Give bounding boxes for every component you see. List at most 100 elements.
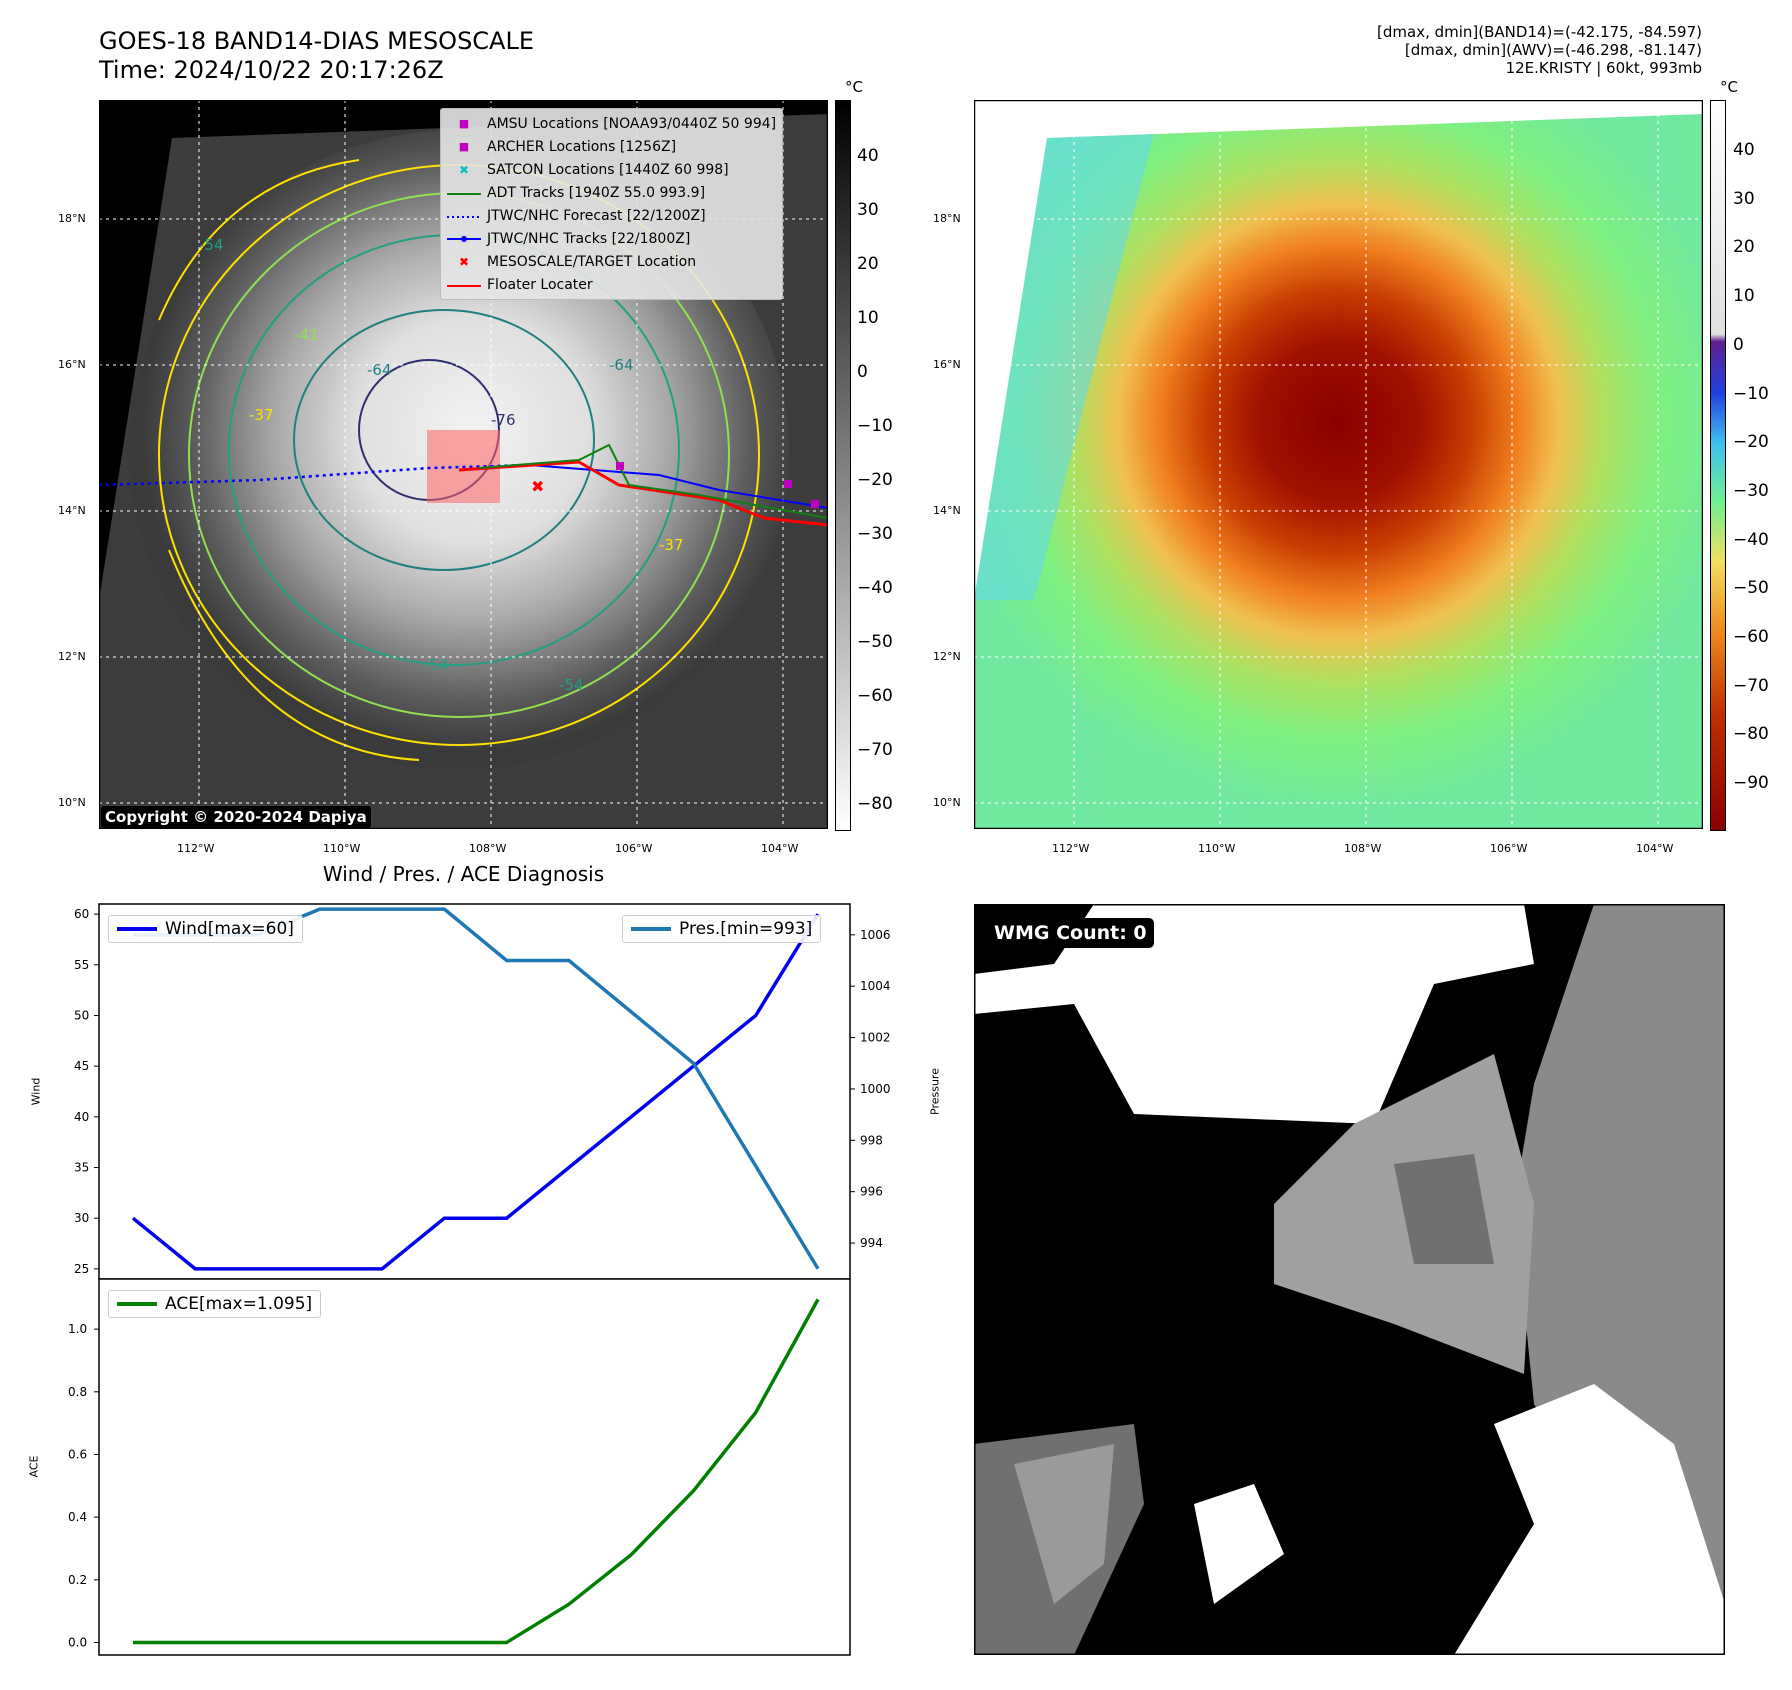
legend-label: JTWC/NHC Tracks [22/1800Z] — [487, 230, 691, 247]
diagnosis-marks: 60 55 50 45 40 35 30 25 1006 1004 1002 1000 998 996 99… — [68, 907, 891, 1649]
gray-colorbar-tick-label: −80 — [857, 794, 893, 814]
lon-label: 108°W — [1344, 842, 1382, 855]
gray-colorbar-tick-label: 10 — [857, 308, 879, 328]
color-colorbar-tick-label: −40 — [1733, 529, 1769, 550]
legend-label: MESOSCALE/TARGET Location — [487, 253, 697, 270]
legend-item-adt: ADT Tracks [1940Z 55.0 993.9] — [447, 181, 776, 204]
wind-y-tick-label: 50 — [74, 1008, 89, 1022]
storm-info: [dmax, dmin](BAND14)=(-42.175, -84.597) … — [1377, 23, 1702, 77]
lon-label: 104°W — [1636, 842, 1674, 855]
pressure-legend-label: Pres.[min=993] — [679, 919, 813, 939]
pressure-series-line — [133, 907, 820, 1270]
gray-colorbar-tick-label: −10 — [857, 416, 893, 436]
archer-location-marker — [616, 462, 624, 470]
wind-y-tick-label: 35 — [74, 1161, 89, 1175]
gray-colorbar-tick-label: −60 — [857, 686, 893, 706]
amsu-square-icon: ■ — [458, 117, 470, 130]
pressure-axis-label: Pressure — [928, 1068, 942, 1115]
color-map-frame — [974, 100, 1703, 829]
wmg-count-label: WMG Count: 0 — [987, 918, 1154, 948]
pressure-y-tick-label: 1004 — [860, 979, 891, 993]
color-colorbar-tick-label: −30 — [1733, 480, 1769, 501]
wind-series-line — [131, 913, 820, 1271]
gray-colorbar-tick-label: −20 — [857, 470, 893, 490]
pressure-legend: Pres.[min=993] — [622, 915, 822, 943]
gray-colorbar-tick-label: 0 — [857, 362, 868, 382]
legend-label: SATCON Locations [1440Z 60 998] — [487, 161, 729, 178]
info-line-2: [dmax, dmin](AWV)=(-46.298, -81.147) — [1404, 41, 1702, 59]
dotted-line-icon — [447, 208, 481, 224]
legend-label: AMSU Locations [NOAA93/0440Z 50 994] — [487, 115, 777, 132]
legend-label: ARCHER Locations [1256Z] — [487, 138, 677, 155]
gray-colorbar-tick-label: −70 — [857, 740, 893, 760]
lon-label: 112°W — [177, 842, 215, 855]
wmg-frame — [974, 904, 1725, 1655]
amsu-location-marker — [784, 480, 792, 488]
jtwc-forecast-track — [99, 463, 530, 487]
floater-line-icon — [447, 277, 481, 293]
wmg-white-region — [974, 904, 1534, 1124]
colorbar-unit-color: °C — [1720, 78, 1738, 96]
color-colorbar-tick-label: −70 — [1733, 675, 1769, 696]
legend-item-jtwc-forecast: JTWC/NHC Forecast [22/1200Z] — [447, 204, 776, 227]
lat-label: 14°N — [58, 504, 86, 517]
grayscale-colorbar — [835, 100, 851, 831]
contour-label: -64 — [367, 361, 392, 379]
figure-title: GOES-18 BAND14-DIAS MESOSCALE Time: 2024… — [99, 27, 534, 85]
title-line-1: GOES-18 BAND14-DIAS MESOSCALE — [99, 27, 535, 55]
satcon-x-icon: ✖ — [458, 162, 470, 177]
lat-label: 14°N — [933, 504, 961, 517]
pressure-legend-line-icon — [631, 927, 671, 931]
color-colorbar-tick-label: −60 — [1733, 627, 1769, 647]
wind-axis-label: Wind — [29, 1077, 43, 1106]
map-frame — [99, 100, 828, 829]
color-satellite-swath — [974, 114, 1703, 829]
legend-item-jtwc-tracks: JTWC/NHC Tracks [22/1800Z] — [447, 227, 776, 250]
color-colorbar-tick-label: 30 — [1733, 188, 1755, 209]
contour-label: -41 — [294, 326, 319, 344]
wmg-panel — [974, 904, 1725, 1655]
ace-y-tick-label: 0.8 — [68, 1385, 87, 1399]
ace-axis-label: ACE — [27, 1455, 41, 1478]
cool-cloud-edge — [974, 134, 1154, 600]
title-line-2: Time: 2024/10/22 20:17:26Z — [99, 56, 444, 84]
contour-label: -37 — [249, 406, 274, 424]
legend-label: ADT Tracks [1940Z 55.0 993.9] — [487, 184, 706, 201]
wmg-lower-right-white — [1454, 1384, 1725, 1655]
legend-label: Floater Locater — [487, 276, 593, 293]
legend-label: JTWC/NHC Forecast [22/1200Z] — [487, 207, 706, 224]
lon-label: 108°W — [469, 842, 507, 855]
ace-legend-line-icon — [117, 1302, 157, 1306]
legend-item-amsu: ■ AMSU Locations [NOAA93/0440Z 50 994] — [447, 112, 776, 135]
lon-label: 110°W — [323, 842, 361, 855]
floater-locater-track — [458, 460, 828, 527]
wind-legend-line-icon — [117, 927, 157, 931]
diagnosis-title: Wind / Pres. / ACE Diagnosis — [322, 862, 605, 886]
legend-item-satcon: ✖ SATCON Locations [1440Z 60 998] — [447, 158, 776, 181]
ace-axes — [98, 1278, 851, 1656]
color-colorbar-tick-label: −10 — [1733, 383, 1769, 404]
pressure-y-tick-label: 1006 — [860, 928, 891, 942]
wind-y-tick-label: 45 — [74, 1059, 89, 1073]
gray-colorbar-tick-label: −40 — [857, 578, 893, 598]
color-colorbar-tick-label: −80 — [1733, 724, 1769, 745]
lat-label: 10°N — [933, 796, 961, 809]
ace-legend-label: ACE[max=1.095] — [165, 1294, 313, 1314]
lat-label: 10°N — [58, 796, 86, 809]
color-colorbar-tick-label: −50 — [1733, 578, 1769, 599]
ace-y-tick-label: 0.4 — [68, 1510, 87, 1524]
color-colorbar-tick-label: 20 — [1733, 237, 1755, 258]
contour-label: -54 — [559, 676, 584, 694]
color-map-grid — [974, 100, 1703, 829]
wmg-lower-white-patch — [1194, 1484, 1284, 1604]
gray-colorbar-tick-label: −50 — [857, 632, 893, 652]
wind-y-tick-label: 60 — [74, 907, 89, 921]
ace-series-line — [133, 1298, 820, 1645]
wmg-lower-left-light — [1014, 1444, 1114, 1604]
gray-colorbar-tick-label: 30 — [857, 200, 879, 220]
legend-item-floater: Floater Locater — [447, 273, 776, 296]
contour-label-group: -64 -64 -76 -54 -54 -54 -37 -37 -41 — [199, 236, 684, 694]
ir-color-map — [974, 100, 1703, 829]
wind-y-tick-label: 40 — [74, 1110, 89, 1124]
lat-label: 18°N — [58, 212, 86, 225]
